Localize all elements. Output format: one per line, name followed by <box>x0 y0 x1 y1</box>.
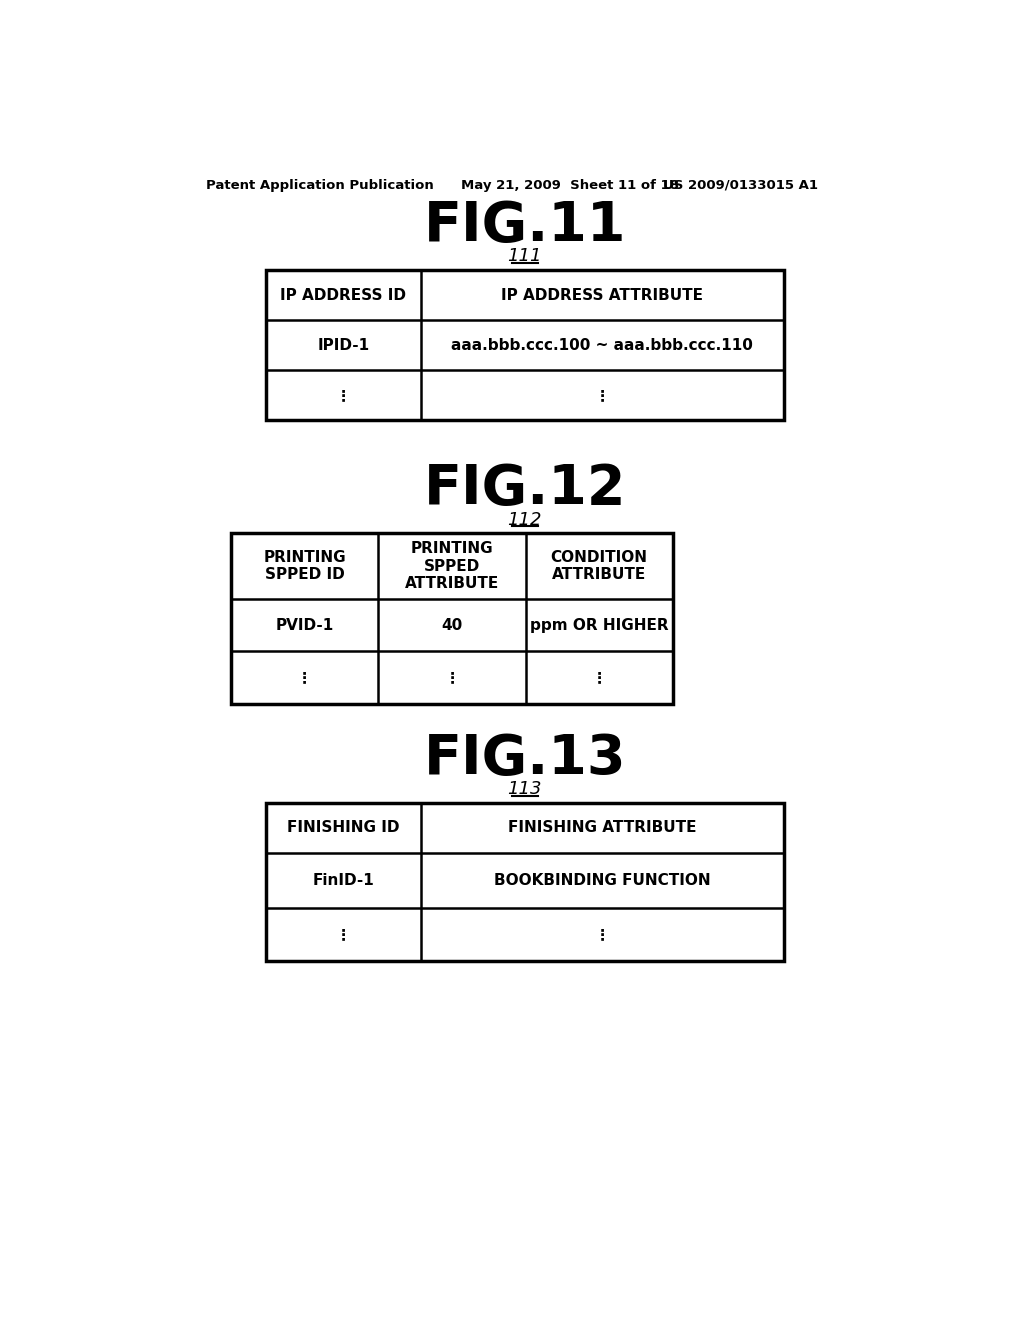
Text: US 2009/0133015 A1: US 2009/0133015 A1 <box>663 178 818 191</box>
Text: ppm OR HIGHER: ppm OR HIGHER <box>529 618 669 632</box>
Text: ⋮: ⋮ <box>336 388 351 403</box>
Text: aaa.bbb.ccc.100 ~ aaa.bbb.ccc.110: aaa.bbb.ccc.100 ~ aaa.bbb.ccc.110 <box>452 338 754 352</box>
Text: 111: 111 <box>508 247 542 265</box>
Text: PVID-1: PVID-1 <box>275 618 334 632</box>
Text: PRINTING
SPPED ID: PRINTING SPPED ID <box>263 550 346 582</box>
Text: CONDITION
ATTRIBUTE: CONDITION ATTRIBUTE <box>551 550 648 582</box>
Text: ⋮: ⋮ <box>595 927 610 942</box>
Text: ⋮: ⋮ <box>592 669 607 685</box>
Text: FIG.12: FIG.12 <box>424 462 626 516</box>
Bar <box>266 803 783 961</box>
Text: ⋮: ⋮ <box>595 388 610 403</box>
Text: BOOKBINDING FUNCTION: BOOKBINDING FUNCTION <box>494 873 711 888</box>
Text: ⋮: ⋮ <box>444 669 460 685</box>
Text: FIG.13: FIG.13 <box>424 733 626 785</box>
Bar <box>266 271 783 420</box>
Text: ⋮: ⋮ <box>297 669 312 685</box>
Text: Patent Application Publication: Patent Application Publication <box>206 178 433 191</box>
Text: FIG.11: FIG.11 <box>424 199 626 253</box>
Text: IPID-1: IPID-1 <box>317 338 370 352</box>
Text: IP ADDRESS ID: IP ADDRESS ID <box>281 288 407 302</box>
Text: FINISHING ID: FINISHING ID <box>287 821 399 836</box>
Text: FINISHING ATTRIBUTE: FINISHING ATTRIBUTE <box>508 821 696 836</box>
Text: FinID-1: FinID-1 <box>312 873 375 888</box>
Text: PRINTING
SPPED
ATTRIBUTE: PRINTING SPPED ATTRIBUTE <box>404 541 499 591</box>
Text: May 21, 2009  Sheet 11 of 18: May 21, 2009 Sheet 11 of 18 <box>461 178 679 191</box>
Text: 40: 40 <box>441 618 463 632</box>
Text: 112: 112 <box>508 511 542 528</box>
Text: 113: 113 <box>508 780 542 799</box>
Bar <box>231 533 673 704</box>
Text: IP ADDRESS ATTRIBUTE: IP ADDRESS ATTRIBUTE <box>502 288 703 302</box>
Text: ⋮: ⋮ <box>336 927 351 942</box>
